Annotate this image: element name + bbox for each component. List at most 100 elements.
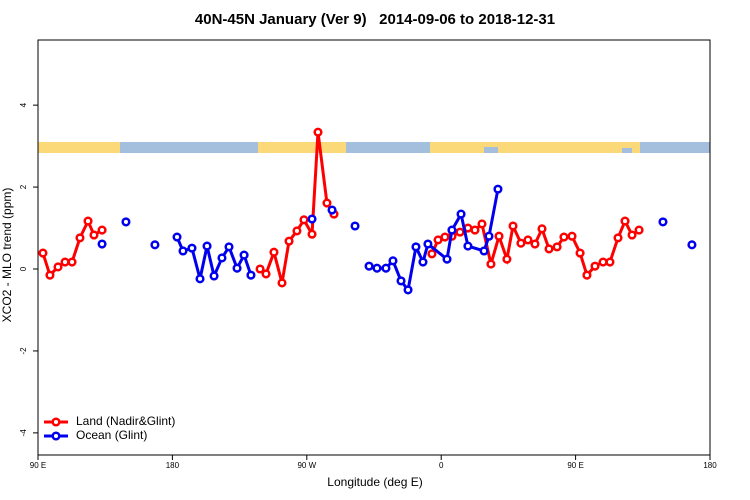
point — [97, 239, 107, 249]
point — [209, 271, 219, 281]
point — [172, 232, 182, 242]
point — [381, 263, 391, 273]
point — [477, 219, 487, 229]
point — [38, 248, 48, 258]
point — [447, 225, 457, 235]
point — [598, 257, 608, 267]
point — [537, 224, 547, 234]
point — [284, 236, 294, 246]
point — [350, 221, 360, 231]
point — [261, 269, 271, 279]
point — [232, 263, 242, 273]
point — [486, 259, 496, 269]
point — [544, 244, 554, 254]
point — [396, 276, 406, 286]
land-ocean-strip — [38, 142, 710, 153]
point — [523, 235, 533, 245]
point — [53, 262, 63, 272]
point — [484, 231, 494, 241]
point — [255, 264, 265, 274]
x-tick-label: 180 — [166, 461, 180, 470]
point — [75, 233, 85, 243]
x-tick-label: 90 E — [567, 461, 583, 470]
point — [217, 253, 227, 263]
x-tick-label: 0 — [439, 461, 444, 470]
point — [299, 215, 309, 225]
point — [178, 246, 188, 256]
point — [567, 231, 577, 241]
point — [224, 242, 234, 252]
y-tick-label: 2 — [19, 184, 28, 189]
point — [582, 270, 592, 280]
point — [322, 198, 332, 208]
point — [613, 233, 623, 243]
point — [590, 261, 600, 271]
point — [150, 240, 160, 250]
legend: Land (Nadir&Glint)Ocean (Glint) — [44, 414, 175, 442]
point — [575, 248, 585, 258]
point — [479, 246, 489, 256]
x-tick-label: 90 W — [297, 461, 316, 470]
point — [658, 217, 668, 227]
point — [246, 270, 256, 280]
point — [559, 232, 569, 242]
point — [470, 225, 480, 235]
point — [605, 257, 615, 267]
point — [493, 184, 503, 194]
point — [83, 216, 93, 226]
point — [187, 243, 197, 253]
point — [307, 229, 317, 239]
point — [372, 263, 382, 273]
x-axis-label: Longitude (deg E) — [327, 475, 422, 489]
legend-label: Land (Nadir&Glint) — [76, 414, 175, 428]
point — [440, 232, 450, 242]
point — [97, 225, 107, 235]
point — [634, 225, 644, 235]
point — [423, 239, 433, 249]
point — [89, 230, 99, 240]
point — [202, 241, 212, 251]
point — [239, 250, 249, 260]
point — [45, 270, 55, 280]
point — [313, 127, 323, 137]
point — [121, 217, 131, 227]
point — [627, 230, 637, 240]
point — [463, 241, 473, 251]
point — [516, 238, 526, 248]
point — [552, 242, 562, 252]
point — [269, 247, 279, 257]
point — [418, 257, 428, 267]
point — [307, 214, 317, 224]
point — [455, 227, 465, 237]
y-tick-label: 4 — [19, 102, 28, 107]
x-tick-label: 180 — [703, 461, 717, 470]
point — [388, 256, 398, 266]
point — [456, 209, 466, 219]
point — [433, 235, 443, 245]
point — [277, 278, 287, 288]
legend-marker — [51, 431, 61, 441]
point — [442, 254, 452, 264]
y-tick-label: 0 — [19, 266, 28, 271]
chart-title: 40N-45N January (Ver 9) 2014-09-06 to 20… — [195, 11, 555, 28]
x-tick-label: 90 E — [30, 461, 46, 470]
point — [60, 257, 70, 267]
point — [687, 240, 697, 250]
point — [403, 285, 413, 295]
series-line — [41, 131, 640, 284]
point — [508, 221, 518, 231]
plot-frame — [37, 39, 711, 456]
point — [364, 261, 374, 271]
legend-label: Ocean (Glint) — [76, 428, 147, 442]
point — [427, 249, 437, 259]
point — [195, 274, 205, 284]
point — [327, 205, 337, 215]
point — [620, 216, 630, 226]
point — [494, 231, 504, 241]
point — [292, 226, 302, 236]
y-tick-label: -4 — [19, 429, 28, 437]
point — [67, 257, 77, 267]
point — [502, 254, 512, 264]
y-tick-label: -2 — [19, 347, 28, 355]
